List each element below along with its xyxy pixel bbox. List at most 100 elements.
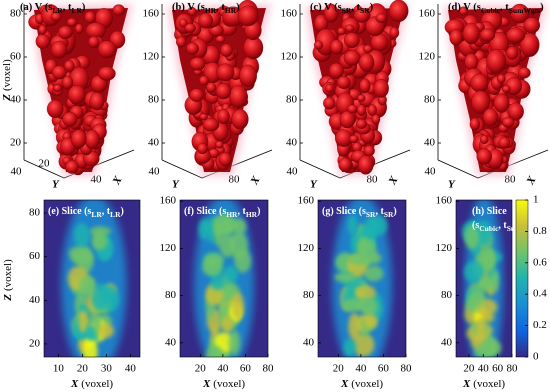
render-blob xyxy=(89,92,105,111)
title-part: SR xyxy=(360,6,370,15)
z-tick-label: 80 xyxy=(424,94,436,106)
render-blob xyxy=(112,4,125,16)
x-tick-label: 80 xyxy=(367,174,379,186)
render-blob xyxy=(199,113,208,121)
x-tick-label: 40 xyxy=(125,363,137,375)
x-axis-label: X xyxy=(110,174,125,188)
render-blob xyxy=(349,134,359,143)
plume-spot xyxy=(78,275,96,297)
title-part: (e) Slice (s xyxy=(48,206,91,217)
axis-label: X (voxel) xyxy=(202,378,245,390)
plume-spot xyxy=(343,338,357,357)
axis-unit: (voxel) xyxy=(213,378,245,390)
isosurface-render xyxy=(167,0,272,176)
z-tick-label: 160 xyxy=(281,8,298,20)
title-part: (a) V (s xyxy=(20,2,52,13)
axis-unit: (voxel) xyxy=(473,378,505,390)
y-tick-label: 160 xyxy=(298,195,315,207)
render-blob xyxy=(220,43,233,57)
plot-frame xyxy=(179,199,269,358)
plume-spot xyxy=(352,332,375,357)
plume-spot xyxy=(343,298,363,312)
z-tick-label: 40 xyxy=(148,137,160,149)
render-blob xyxy=(337,27,346,36)
title-part: , t xyxy=(216,2,225,13)
x-tick-label: 80 xyxy=(263,363,275,375)
render-blob xyxy=(482,108,499,127)
z-tick-label: 160 xyxy=(419,8,436,20)
x-tick-label: 40 xyxy=(355,363,367,375)
y-tick-label: 40 xyxy=(149,166,161,178)
axis-var: Z xyxy=(1,94,13,102)
title-part: , t xyxy=(237,206,246,217)
title-part: SR xyxy=(342,6,352,15)
title-part: HR xyxy=(225,6,237,15)
render-blob xyxy=(229,85,248,108)
x-tick-label: 40 xyxy=(217,363,229,375)
render-blob xyxy=(178,18,188,28)
axis-unit: (voxel) xyxy=(351,378,383,390)
y-axis-label: Y xyxy=(310,179,318,191)
title-part: (g) Slice (s xyxy=(322,206,366,217)
title-part: (f) Slice (s xyxy=(184,206,226,217)
z-tick-label: 40 xyxy=(10,94,22,106)
axis-label: X (voxel) xyxy=(70,378,113,390)
render-blob xyxy=(186,42,199,55)
colorbar-tick-label: 0.2 xyxy=(533,319,547,331)
render-blob xyxy=(61,75,74,90)
x-tick-label: 20 xyxy=(77,363,89,375)
y-tick-label: 20 xyxy=(29,337,41,349)
plume-spot xyxy=(205,345,225,357)
title-part: ) xyxy=(236,2,240,13)
y-tick-label: 40 xyxy=(287,166,299,178)
y-axis xyxy=(437,159,479,179)
render-blob xyxy=(486,49,506,74)
plume-spot xyxy=(86,326,95,341)
plume-spot xyxy=(347,215,358,236)
title-part: LR xyxy=(91,210,102,219)
x-axis-label: X xyxy=(524,174,539,188)
render-blob xyxy=(189,57,206,71)
panel-title: (b) V (sHR, tHR) xyxy=(172,2,240,14)
render-blob xyxy=(215,140,224,149)
title-part: HR xyxy=(205,6,217,15)
render-blob xyxy=(216,63,235,82)
render-blob xyxy=(458,6,469,16)
x-tick-label: 80 xyxy=(505,174,517,186)
render-blob xyxy=(343,50,361,66)
render-blob xyxy=(470,73,489,93)
render-blob xyxy=(358,53,375,72)
y-tick-label: 80 xyxy=(441,289,453,301)
z-tick-label: 120 xyxy=(419,51,436,63)
axis-unit: (voxel) xyxy=(2,259,14,291)
render-blob xyxy=(239,64,257,88)
render-blob xyxy=(231,108,249,130)
axis-label: X (voxel) xyxy=(462,378,505,390)
axis-var: X xyxy=(202,378,211,390)
render-blob xyxy=(323,3,339,23)
render-blob xyxy=(51,40,68,59)
render-blob xyxy=(325,83,334,93)
render-blob xyxy=(339,110,355,129)
render-blob xyxy=(464,53,479,71)
plot-frame xyxy=(455,199,513,358)
colorbar xyxy=(515,199,529,358)
panel-title: (c) V (sSR, tSR) xyxy=(310,2,374,14)
render-blob xyxy=(518,67,531,79)
title-part: ) xyxy=(257,206,260,217)
render-blob xyxy=(389,26,400,39)
render-blob xyxy=(70,129,87,149)
render-blob xyxy=(215,83,232,100)
render-blob xyxy=(237,5,259,27)
z-tick-label: 40 xyxy=(286,137,298,149)
title-part: (d) V (s xyxy=(448,2,481,13)
render-blob xyxy=(184,23,196,33)
y-tick-label: 40 xyxy=(165,336,177,348)
render-blob xyxy=(202,118,220,132)
title-part: (h) Slice xyxy=(472,206,507,217)
axis-var: X xyxy=(70,378,79,390)
plume-spot xyxy=(363,314,378,328)
render-blob xyxy=(345,24,355,33)
render-blob xyxy=(510,3,530,24)
panel-title: (a) V (sLR, tLR) xyxy=(20,2,86,14)
